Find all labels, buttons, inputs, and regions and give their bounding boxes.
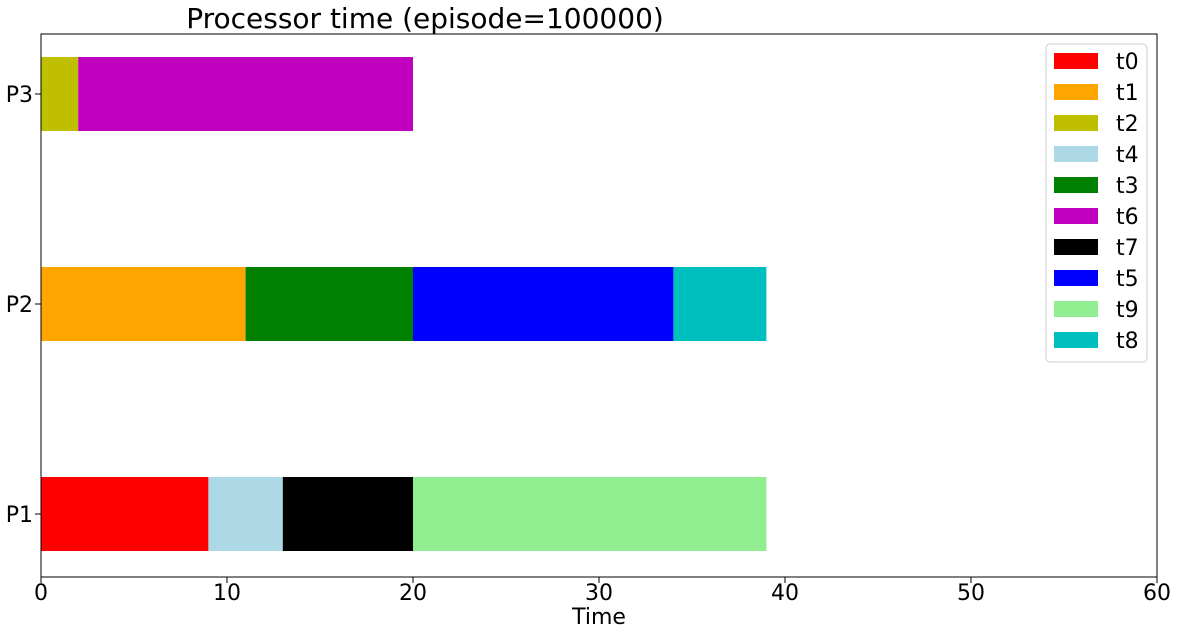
x-tick-label: 0 [34, 581, 48, 606]
legend-label-t9: t9 [1116, 298, 1139, 323]
bar-p1-t0 [41, 477, 209, 551]
chart-title: Processor time (episode=100000) [186, 2, 664, 35]
legend-label-t3: t3 [1116, 174, 1139, 199]
legend: t0 t1 t2 t4 t3 t6 t7 t5 t9 t8 [1045, 43, 1148, 363]
legend-label-t8: t8 [1116, 329, 1139, 354]
legend-swatch-t1 [1054, 84, 1098, 100]
legend-swatch-t7 [1054, 239, 1098, 255]
x-axis-ticks: 0 10 20 30 40 50 60 [34, 577, 1171, 606]
legend-swatch-t8 [1054, 332, 1098, 348]
y-tick-label-p1: P1 [6, 503, 33, 528]
x-tick-label: 50 [957, 581, 985, 606]
bar-p3-t2 [41, 57, 79, 131]
x-tick-label: 10 [213, 581, 241, 606]
legend-swatch-t0 [1054, 53, 1098, 69]
bar-p1-t4 [208, 477, 283, 551]
legend-swatch-t5 [1054, 270, 1098, 286]
x-axis-label: Time [571, 605, 626, 630]
bar-p2-t8 [673, 267, 767, 341]
legend-swatch-t2 [1054, 115, 1098, 131]
legend-label-t0: t0 [1116, 50, 1139, 75]
x-tick-label: 20 [399, 581, 427, 606]
bar-p1-t7 [282, 477, 413, 551]
legend-swatch-t3 [1054, 177, 1098, 193]
x-tick-label: 40 [771, 581, 799, 606]
x-tick-label: 30 [585, 581, 613, 606]
bar-p3-t6 [78, 57, 413, 131]
bar-p1-t9 [413, 477, 767, 551]
legend-label-t1: t1 [1116, 81, 1139, 106]
x-tick-label: 60 [1143, 581, 1171, 606]
legend-swatch-t9 [1054, 301, 1098, 317]
y-tick-label-p3: P3 [6, 83, 33, 108]
legend-label-t7: t7 [1116, 236, 1139, 261]
bar-p2-t3 [245, 267, 413, 341]
y-tick-label-p2: P2 [6, 293, 33, 318]
legend-label-t5: t5 [1116, 267, 1139, 292]
bar-p2-t1 [41, 267, 246, 341]
legend-label-t6: t6 [1116, 205, 1139, 230]
bar-p2-t5 [413, 267, 674, 341]
legend-label-t4: t4 [1116, 143, 1139, 168]
legend-swatch-t6 [1054, 208, 1098, 224]
legend-label-t2: t2 [1116, 112, 1139, 137]
y-axis-ticks: P1 P2 P3 [6, 83, 41, 528]
legend-swatch-t4 [1054, 146, 1098, 162]
bar-segments [41, 57, 767, 551]
